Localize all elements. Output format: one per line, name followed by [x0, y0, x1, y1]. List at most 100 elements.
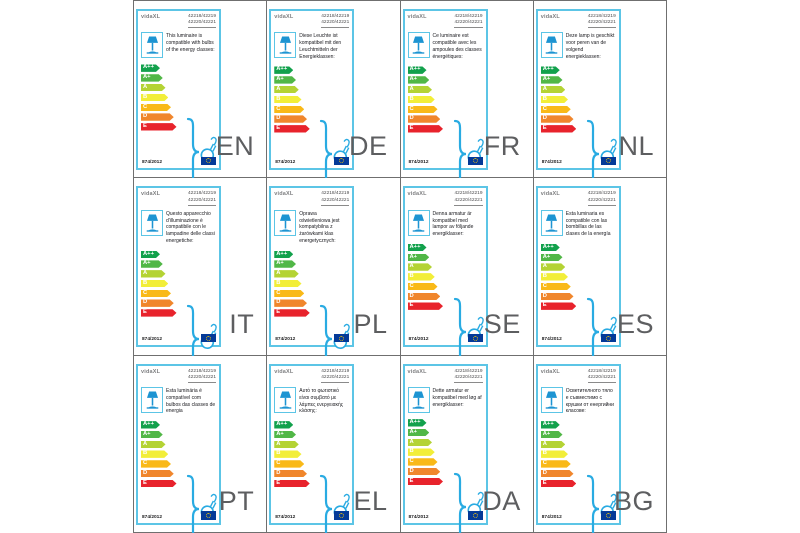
- language-cell: vidaXL 42218/42219 42220/42221 This lumi…: [134, 1, 268, 187]
- energy-scale-area: A++ A+ A B C D E: [408, 66, 486, 189]
- eu-stars: [605, 158, 611, 164]
- energy-class-arrow: A: [274, 441, 299, 448]
- energy-class-label: A+: [409, 76, 418, 83]
- energy-class-label: E: [542, 125, 547, 132]
- energy-class-arrow: B: [541, 96, 568, 103]
- compatibility-text: Diese Leuchte ist kompatibel mit den Leu…: [299, 33, 342, 60]
- energy-class-label: E: [409, 477, 414, 484]
- energy-scale-area: A++ A+ A B C D E: [274, 251, 352, 373]
- eu-flag-icon: [334, 511, 350, 520]
- energy-class-label: C: [409, 105, 414, 112]
- energy-label-card: vidaXL 42218/42219 42220/42221 Esta lumi…: [136, 363, 221, 533]
- energy-class-arrow: B: [141, 280, 168, 287]
- energy-class-arrow: E: [408, 478, 444, 485]
- energy-class-scale: A++ A+ A B C D E: [541, 244, 619, 310]
- energy-class-scale: A++ A+ A B C D E: [141, 251, 219, 317]
- card-header: vidaXL 42218/42219 42220/42221: [271, 188, 352, 206]
- language-cell: vidaXL 42218/42219 42220/42221 Esta lumi…: [134, 355, 268, 533]
- energy-class-label: C: [276, 289, 281, 296]
- eu-flag-icon: [600, 156, 616, 165]
- energy-class-arrow: C: [274, 106, 304, 113]
- lamp-box: [274, 387, 297, 414]
- card-header: vidaXL 42218/42219 42220/42221: [271, 366, 352, 384]
- energy-class-arrow: A+: [541, 431, 563, 438]
- table-lamp-icon: [146, 214, 158, 232]
- eu-flag-icon: [201, 511, 216, 520]
- energy-class-arrow: E: [541, 302, 577, 309]
- info-row: Deze lamp is geschikt voor peren van de …: [540, 32, 616, 60]
- regulation-number: 874/2012: [408, 514, 429, 520]
- language-code: ES: [616, 308, 654, 339]
- energy-class-arrow: A: [141, 441, 166, 448]
- energy-class-label: D: [276, 470, 281, 477]
- energy-class-label: A++: [409, 419, 421, 426]
- energy-class-arrow: A: [408, 86, 433, 93]
- brace-icon: [584, 474, 602, 533]
- energy-class-label: A+: [143, 74, 151, 81]
- energy-class-arrow: A+: [141, 74, 163, 81]
- eu-flag-icon: [334, 156, 350, 165]
- energy-class-arrow: A+: [408, 76, 430, 83]
- energy-class-label: A: [409, 86, 414, 93]
- energy-class-arrow: C: [541, 460, 571, 467]
- language-cell: vidaXL 42218/42219 42220/42221 Deze lamp…: [533, 1, 667, 189]
- energy-class-arrow: A++: [541, 66, 560, 73]
- info-row: Dette armatur er kompatibel med løg af e…: [407, 387, 483, 414]
- card-header: vidaXL 42218/42219 42220/42221: [538, 188, 619, 206]
- regulation-number: 874/2012: [408, 160, 429, 165]
- energy-class-arrow: A++: [274, 421, 293, 428]
- eu-flag-icon: [467, 156, 483, 165]
- energy-class-arrow: A+: [408, 429, 430, 436]
- energy-class-arrow: E: [141, 123, 177, 130]
- energy-class-label: D: [409, 115, 414, 122]
- energy-scale-area: A++ A+ A B C D E: [141, 251, 219, 373]
- label-grid: vidaXL 42218/42219 42220/42221 This lumi…: [133, 0, 667, 533]
- model-numbers: 42218/42219 42220/42221: [187, 191, 216, 206]
- energy-class-label: D: [143, 299, 148, 306]
- energy-class-label: A: [542, 86, 547, 93]
- energy-class-arrow: A: [141, 84, 166, 91]
- energy-class-label: D: [542, 470, 547, 477]
- energy-class-label: A++: [542, 243, 554, 250]
- energy-class-arrow: E: [141, 480, 177, 487]
- energy-class-arrow: A+: [141, 260, 163, 267]
- energy-class-scale: A++ A+ A B C D E: [141, 421, 219, 487]
- energy-class-arrow: D: [541, 293, 574, 300]
- language-cell: vidaXL 42218/42219 42220/42221 Oprawa oś…: [267, 178, 401, 373]
- energy-label-card: vidaXL 42218/42219 42220/42221 Ce lumina…: [402, 9, 488, 189]
- energy-class-scale: A++ A+ A B C D E: [541, 66, 619, 132]
- energy-class-label: B: [143, 279, 148, 286]
- energy-class-arrow: A: [408, 263, 433, 270]
- lamp-box: [141, 209, 163, 236]
- table-lamp-icon: [545, 391, 558, 409]
- energy-class-label: D: [143, 113, 148, 120]
- brand-name: vidaXL: [141, 191, 161, 198]
- energy-class-arrow: B: [141, 94, 168, 101]
- energy-class-arrow: A+: [541, 254, 563, 261]
- table-lamp-icon: [279, 214, 292, 232]
- card-header: vidaXL 42218/42219 42220/42221: [138, 366, 219, 384]
- energy-class-arrow: A: [274, 86, 299, 93]
- energy-class-label: B: [143, 450, 148, 457]
- energy-scale-area: A++ A+ A B C D E: [541, 66, 619, 189]
- card-header: vidaXL 42218/42219 42220/42221: [271, 11, 352, 29]
- energy-class-arrow: C: [408, 106, 438, 113]
- energy-class-label: A: [143, 440, 148, 447]
- info-row: Oprawa oświetleniowa jest kompatybilna z…: [274, 209, 349, 245]
- energy-class-label: A++: [143, 64, 154, 71]
- energy-class-arrow: A++: [274, 66, 293, 73]
- energy-class-label: E: [542, 479, 547, 486]
- energy-class-label: A: [276, 440, 281, 447]
- energy-class-arrow: C: [274, 460, 304, 467]
- language-cell: vidaXL 42218/42219 42220/42221 Questo ap…: [134, 178, 268, 373]
- compatibility-text: Esta luminaria es compatible con las bom…: [565, 210, 611, 238]
- brand-name: vidaXL: [407, 191, 427, 198]
- energy-class-arrow: C: [541, 106, 571, 113]
- energy-class-arrow: C: [141, 290, 171, 297]
- eu-stars: [206, 158, 211, 164]
- energy-scale-area: A++ A+ A B C D E: [141, 64, 219, 187]
- energy-class-arrow: C: [541, 283, 571, 290]
- table-lamp-icon: [412, 391, 425, 409]
- brand-name: vidaXL: [407, 368, 427, 375]
- energy-class-label: A: [143, 84, 148, 91]
